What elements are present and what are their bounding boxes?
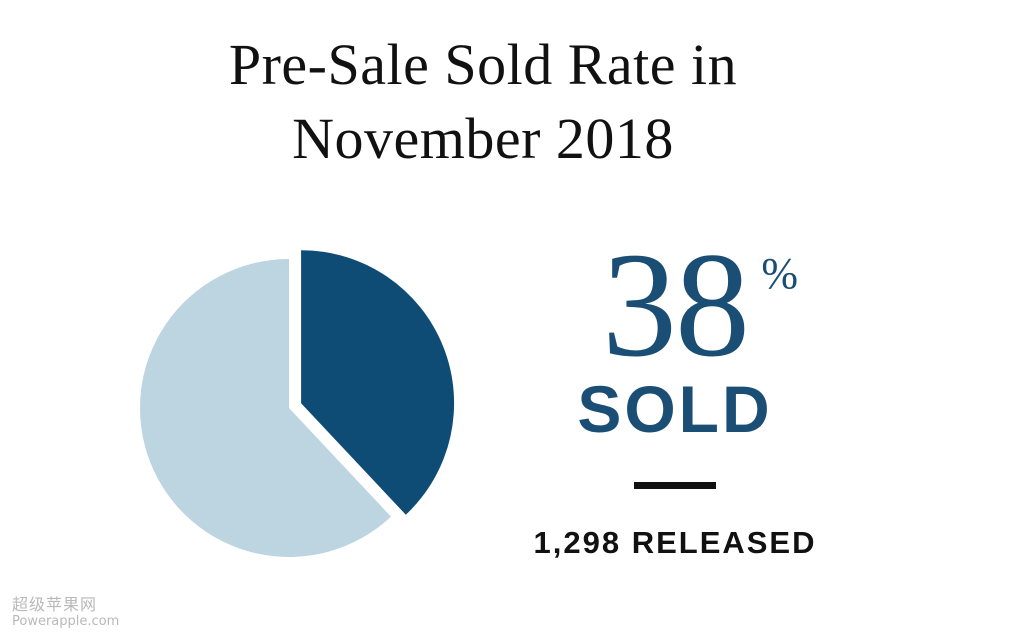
percent-sign: % [761,252,796,296]
watermark: 超级苹果网 Powerapple.com [12,596,119,630]
sold-percent-number: 38 [602,222,748,388]
stat-block: 38 % SOLD 1,298 RELEASED [530,240,820,561]
watermark-line-2: Powerapple.com [12,613,119,630]
released-count: 1,298 RELEASED [490,525,860,561]
divider-rule [634,482,716,489]
sold-percent-value: 38 % [602,240,748,370]
watermark-line-1: 超级苹果网 [12,596,119,613]
